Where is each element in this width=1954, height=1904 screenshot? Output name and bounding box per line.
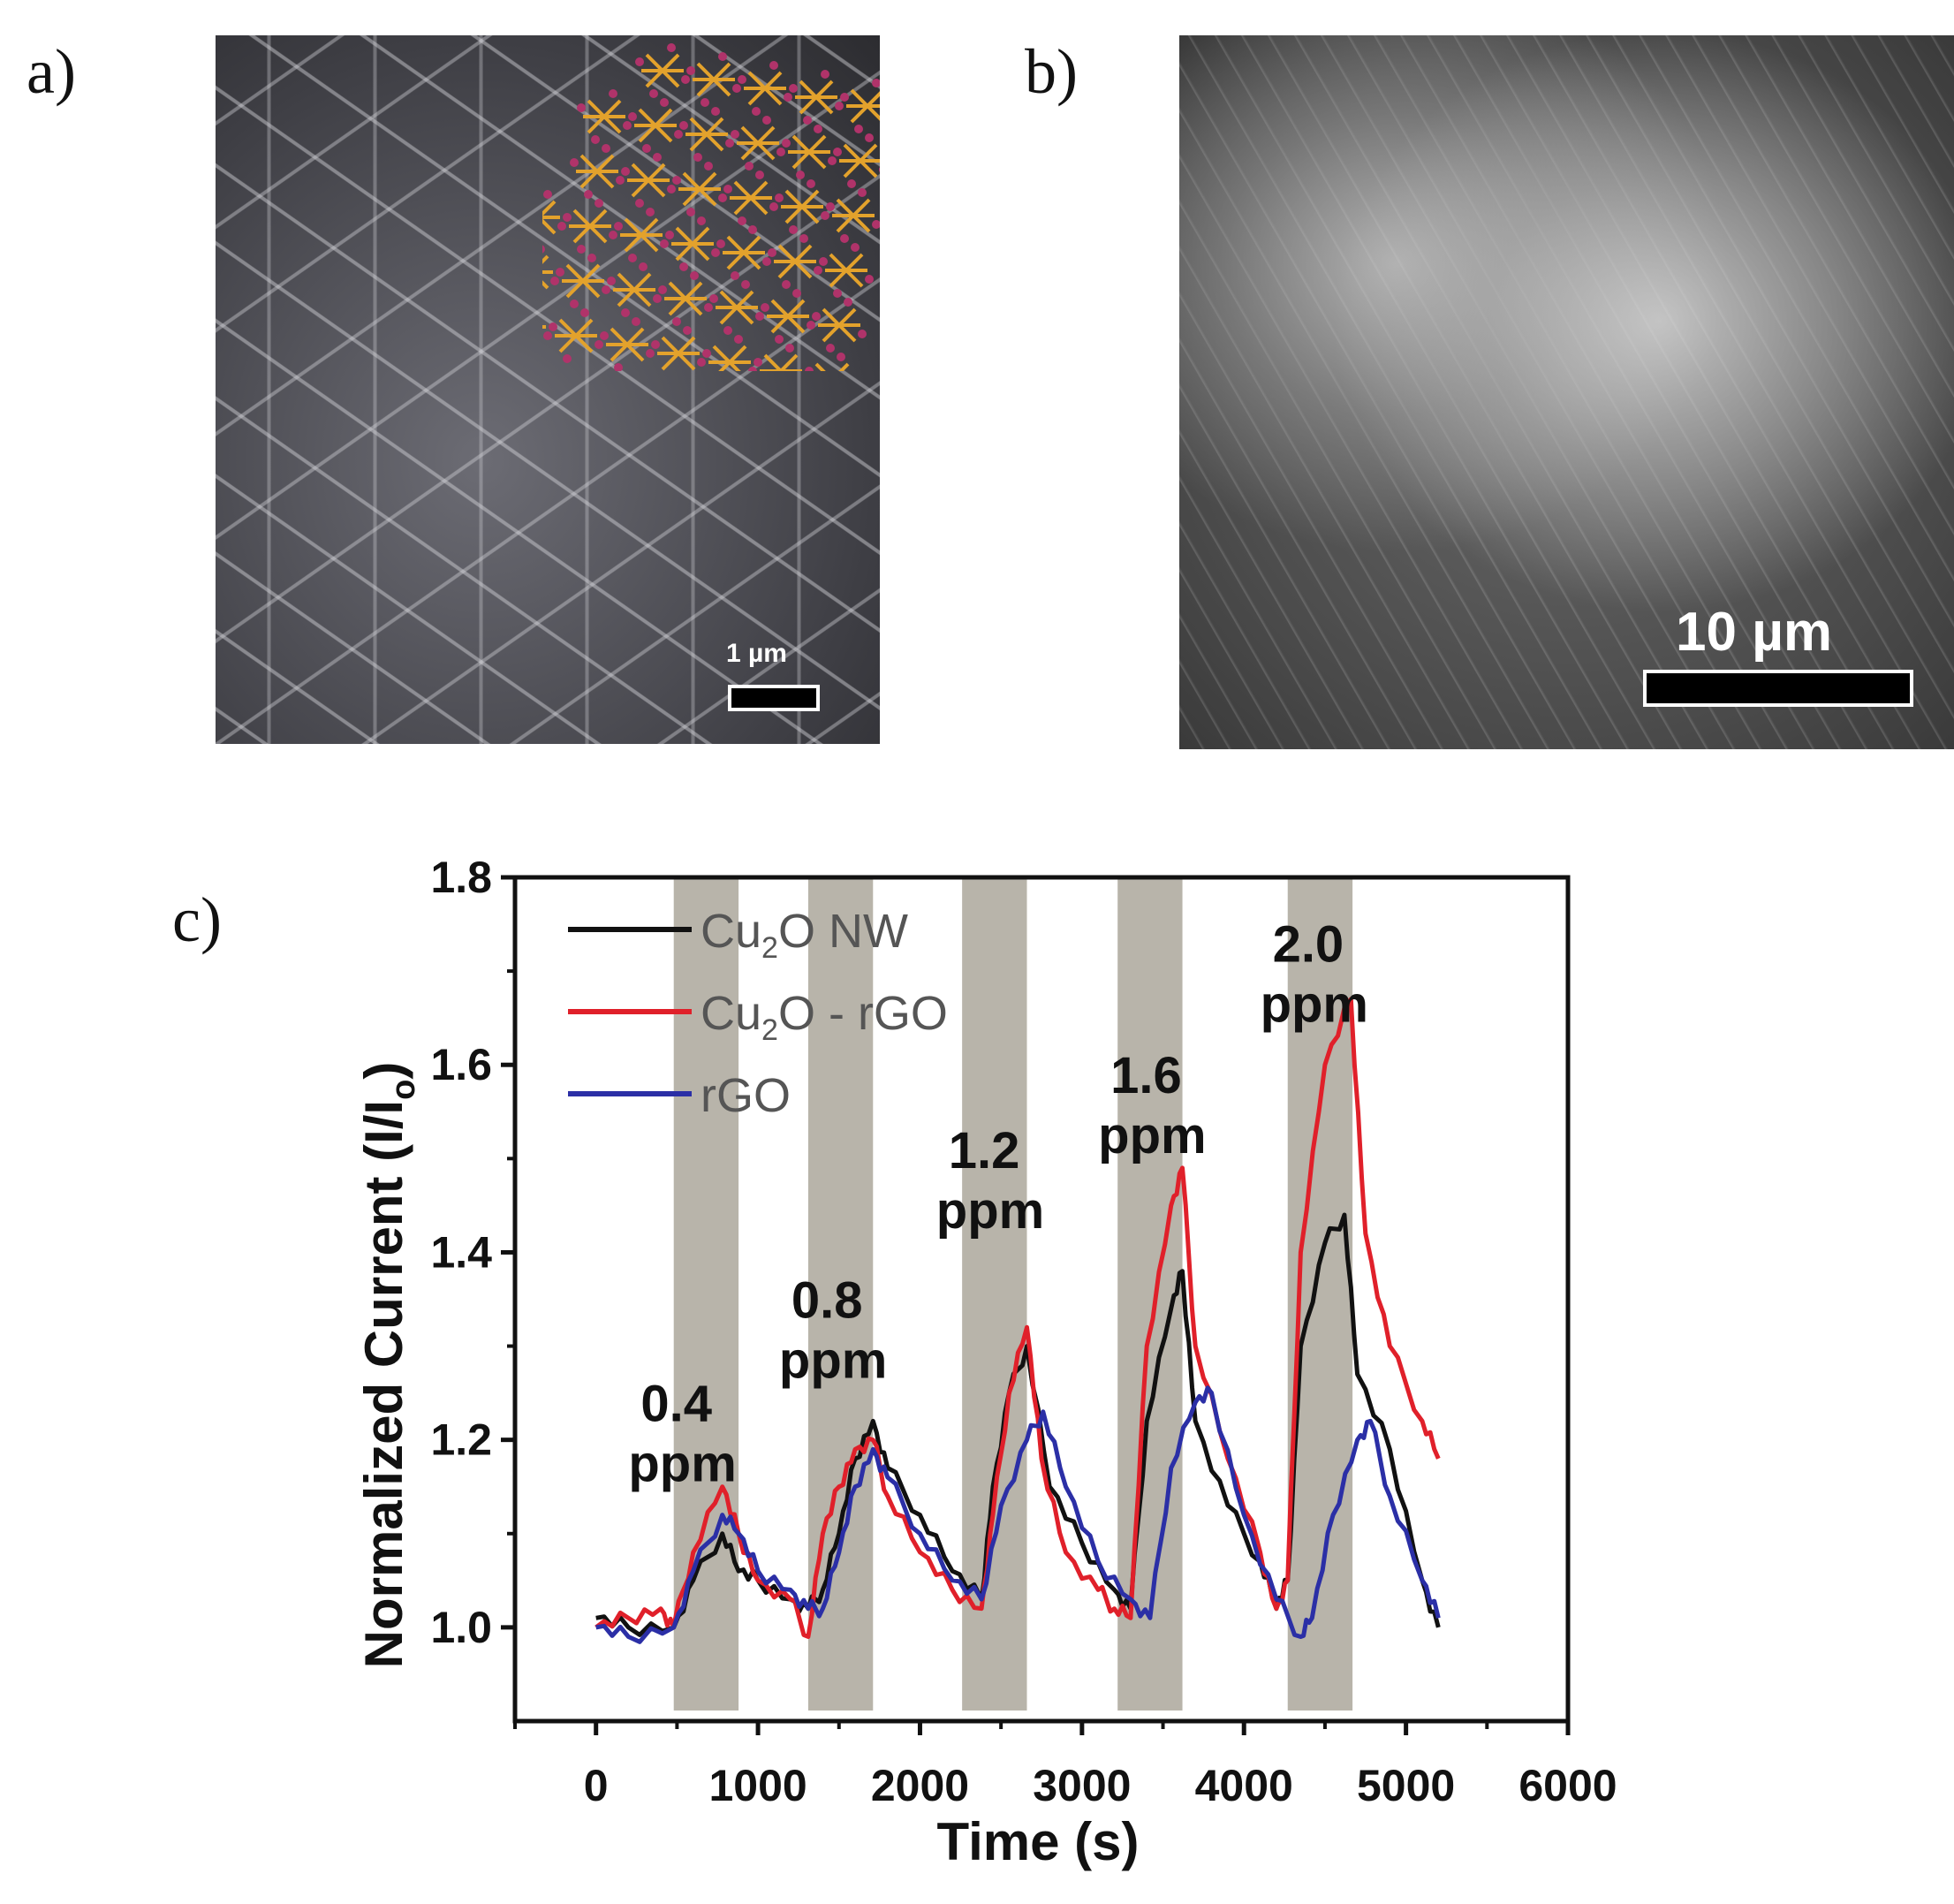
panel-b-label: b) (1025, 36, 1078, 107)
scale-bar-b (1643, 670, 1913, 707)
concentration-unit-5: ppm (1261, 976, 1368, 1034)
y-tick-label: 1.0 (430, 1603, 492, 1652)
x-tick-label: 2000 (871, 1761, 969, 1810)
exposure-band-2 (807, 877, 874, 1711)
series-line-3 (595, 1385, 1441, 1644)
x-tick-label: 3000 (1033, 1761, 1131, 1810)
panel-a-label: a) (27, 36, 76, 107)
concentration-label-3: 1.2 (949, 1122, 1020, 1180)
exposure-band-3 (962, 877, 1027, 1711)
x-tick-label: 6000 (1519, 1761, 1617, 1810)
exposure-band-4 (1117, 877, 1183, 1711)
y-tick-label: 1.4 (430, 1227, 492, 1277)
legend-label-3: rGO (701, 1069, 791, 1122)
x-tick-label: 4000 (1195, 1761, 1293, 1810)
x-axis-label: Time (s) (937, 1812, 1140, 1871)
x-tick-label: 0 (584, 1761, 609, 1810)
series-line-2 (595, 997, 1441, 1639)
plot-frame (512, 875, 1571, 1724)
concentration-label-2: 0.8 (791, 1272, 863, 1330)
y-tick-label: 1.8 (430, 853, 492, 902)
concentration-label-5: 2.0 (1273, 916, 1344, 974)
concentration-unit-2: ppm (779, 1332, 887, 1390)
exposure-band-1 (673, 877, 739, 1711)
concentration-unit-4: ppm (1098, 1107, 1206, 1164)
crystal-lattice-inset (542, 43, 880, 371)
legend-label-1: Cu2O NW (701, 905, 908, 965)
scale-label-a: 1 µm (726, 639, 787, 668)
scale-label-b: 10 µm (1676, 602, 1833, 663)
sem-image-nanowires: 1 µm (216, 35, 880, 744)
y-tick-label: 1.2 (430, 1415, 492, 1465)
concentration-unit-3: ppm (936, 1182, 1044, 1240)
x-tick-label: 1000 (708, 1761, 807, 1810)
y-tick-label: 1.6 (430, 1040, 492, 1089)
x-tick-label: 5000 (1357, 1761, 1455, 1810)
sem-image-composite: 10 µm (1179, 35, 1954, 749)
scale-bar-a (728, 685, 820, 711)
legend-label-2: Cu2O - rGO (701, 987, 948, 1047)
panel-c-label: c) (172, 884, 222, 955)
concentration-unit-1: ppm (628, 1435, 736, 1492)
y-axis-label: Normalized Current (I/Io) (354, 1062, 422, 1669)
concentration-label-4: 1.6 (1110, 1047, 1182, 1104)
concentration-label-1: 0.4 (640, 1375, 712, 1432)
